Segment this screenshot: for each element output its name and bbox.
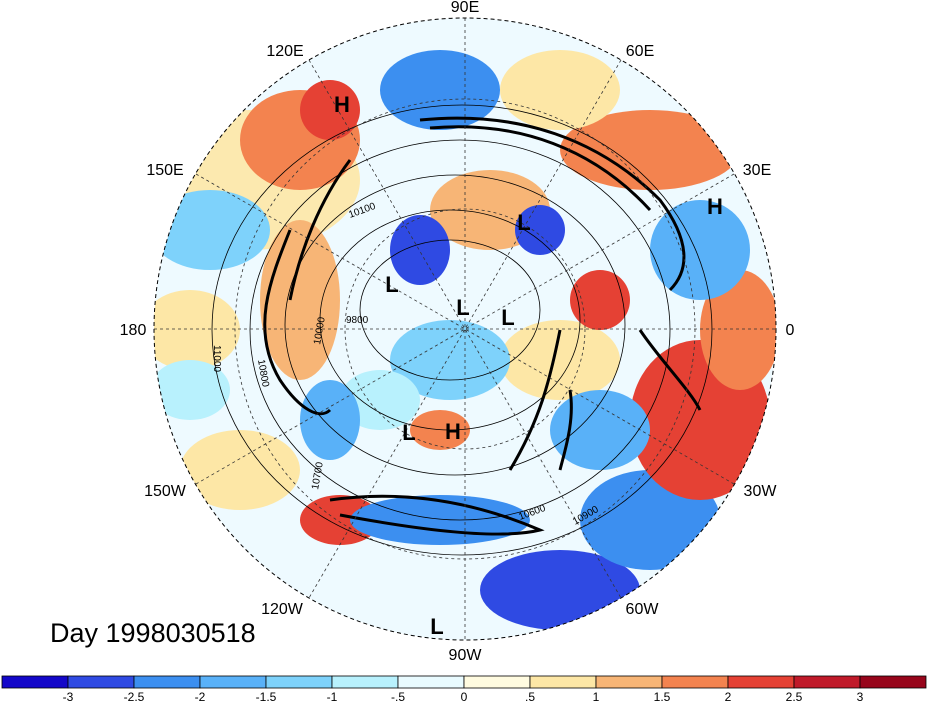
colorbar-box: [199, 675, 267, 689]
colorbar-box: [67, 675, 135, 689]
colorbar-tick-label: -3: [63, 690, 74, 702]
colorbar-tick-label: -2: [195, 690, 206, 702]
colorbar-tick-label: 2: [725, 690, 732, 702]
colorbar-box: [397, 675, 465, 689]
contour-label-11000: 11000: [211, 345, 222, 373]
low-center-east-siberia: L: [385, 272, 398, 297]
colorbar-box: [133, 675, 201, 689]
colorbar-tick-label: -.5: [391, 690, 405, 702]
colorbar-tick-label: 0: [461, 690, 468, 702]
high-center-europe: H: [707, 194, 723, 219]
height-contours: [211, 104, 713, 556]
colorbar-tick-label: 2.5: [786, 690, 803, 702]
contour-label-10000: 10000: [312, 316, 328, 346]
lon-150e: 150E: [146, 162, 183, 179]
colorbar-box: [595, 675, 663, 689]
contour-label-9800: 9800: [346, 315, 369, 326]
colorbar-box: [1, 675, 69, 689]
day-label: Day 1998030518: [50, 618, 256, 648]
colorbar-box: [463, 675, 531, 689]
colorbar-box: [265, 675, 333, 689]
high-center-canada: H: [445, 419, 461, 444]
graticule: [154, 18, 776, 640]
colorbar-tick-label: .5: [525, 690, 535, 702]
colorbar-box: [727, 675, 795, 689]
lon-90w: 90W: [449, 647, 483, 664]
lon-30e: 30E: [743, 162, 771, 179]
map-boundary: [153, 17, 777, 641]
low-center-greenland: L: [501, 305, 514, 330]
lon-60e: 60E: [626, 43, 654, 60]
anomaly-field: [154, 18, 776, 640]
lon-30w: 30W: [744, 483, 778, 500]
colorbar-tick-label: 3: [857, 690, 864, 702]
lon-120w: 120W: [261, 601, 304, 618]
pressure-centers: H H L L L L L H L: [334, 92, 723, 639]
low-center-alaska: L: [402, 420, 415, 445]
colorbar-tick-label: 1: [593, 690, 600, 702]
lon-150w: 150W: [144, 483, 187, 500]
colorbar-box: [661, 675, 729, 689]
longitude-labels: 90E 60E 30E 0 30W 60W 90W 120W 150W 180 …: [120, 0, 795, 664]
contour-label-10700: 10700: [310, 461, 326, 491]
colorbar-tick-label: -2.5: [124, 690, 145, 702]
low-center-kara: L: [517, 210, 530, 235]
lon-90e: 90E: [451, 0, 479, 16]
low-center-south: L: [430, 614, 443, 639]
colorbar-box: [331, 675, 399, 689]
colorbar-box: [793, 675, 861, 689]
lon-0: 0: [786, 322, 795, 339]
colorbar: -3 -2.5 -2 -1.5 -1 -.5 0 .5 1 1.5 2 2.5 3: [1, 675, 927, 702]
high-center-siberia: H: [334, 92, 350, 117]
colorbar-box: [859, 675, 927, 689]
lon-180: 180: [120, 322, 147, 339]
colorbar-tick-label: -1.5: [256, 690, 277, 702]
colorbar-tick-label: 1.5: [654, 690, 671, 702]
low-center-pole: L: [456, 295, 469, 320]
contour-label-10800: 10800: [255, 359, 271, 389]
colorbar-box: [529, 675, 597, 689]
lon-120e: 120E: [266, 43, 303, 60]
colorbar-tick-label: -1: [327, 690, 338, 702]
lon-60w: 60W: [626, 601, 660, 618]
